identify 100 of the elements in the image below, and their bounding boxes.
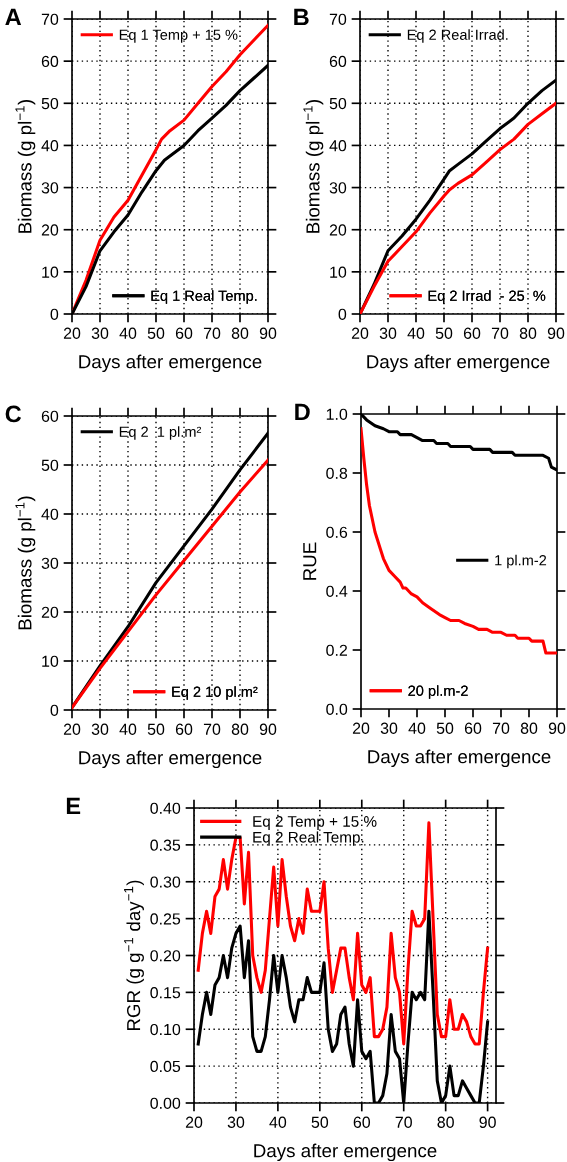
x-tick-label: 20 bbox=[185, 1116, 203, 1128]
y-tick-label: 30 bbox=[329, 182, 347, 194]
chart-title: E bbox=[66, 797, 81, 815]
y-tick-label: 20 bbox=[41, 606, 59, 618]
x-tick-label: 40 bbox=[119, 327, 137, 339]
y-tick-label: 60 bbox=[329, 55, 347, 68]
y-tick-label: 60 bbox=[41, 55, 59, 68]
x-tick-label: 30 bbox=[91, 327, 109, 339]
x-tick-label: 40 bbox=[408, 722, 426, 734]
chart-title: B bbox=[294, 8, 309, 26]
y-tick-label: 60 bbox=[41, 410, 59, 422]
y-axis-title: Biomass (g pl$^{−1}$) bbox=[15, 496, 36, 630]
x-tick-label: 20 bbox=[63, 327, 81, 339]
x-tick-label: 60 bbox=[463, 327, 481, 339]
x-tick-label: 70 bbox=[203, 723, 221, 735]
y-tick-label: 0.6 bbox=[326, 526, 348, 538]
x-tick-label: 80 bbox=[231, 723, 249, 735]
x-tick-label: 40 bbox=[269, 1116, 287, 1128]
y-tick-label: 0.15 bbox=[150, 987, 181, 999]
x-tick-label: 70 bbox=[492, 722, 510, 734]
x-axis-title: Days after emergence bbox=[368, 749, 551, 768]
x-tick-label: 90 bbox=[548, 722, 566, 734]
x-axis-title: Days after emergence bbox=[79, 750, 262, 769]
x-tick-label: 20 bbox=[63, 723, 81, 735]
y-tick-label: 40 bbox=[41, 140, 59, 152]
x-tick-label: 70 bbox=[395, 1116, 412, 1128]
y-tick-label: 20 bbox=[41, 224, 59, 236]
legend-label: Eq 2 Temp + 15 % bbox=[253, 816, 377, 830]
y-axis-title: RGR (g g$^{−1}$ day$^{−1}$) bbox=[124, 880, 144, 1031]
legend-label: Eq 1 Real Temp. bbox=[151, 290, 257, 304]
y-tick-label: 0.05 bbox=[150, 1060, 181, 1073]
y-tick-label: 40 bbox=[329, 140, 347, 152]
legend-label: Eq 2 Real Irrad. bbox=[407, 29, 508, 43]
x-tick-label: 30 bbox=[380, 722, 398, 734]
y-tick-label: 10 bbox=[42, 655, 59, 667]
y-tick-label: 0.35 bbox=[150, 839, 181, 851]
y-axis-title: RUE bbox=[303, 542, 317, 580]
x-tick-label: 60 bbox=[175, 327, 193, 339]
y-tick-label: 0 bbox=[50, 704, 59, 716]
x-tick-label: 80 bbox=[520, 722, 538, 734]
legend-label: 1 pl.m-2 bbox=[495, 554, 547, 569]
x-tick-label: 60 bbox=[175, 723, 193, 735]
x-tick-label: 30 bbox=[91, 723, 109, 735]
x-tick-label: 90 bbox=[259, 327, 277, 339]
y-tick-label: 0.30 bbox=[150, 876, 181, 888]
legend-label: Eq 1 Temp + 15 % bbox=[119, 29, 238, 43]
chart-title: D bbox=[295, 403, 310, 421]
y-tick-label: 0.25 bbox=[150, 913, 181, 925]
x-axis-title: Days after emergence bbox=[254, 1143, 437, 1162]
legend-label: Eq 2 10 pl.m² bbox=[172, 686, 258, 700]
y-tick-label: 0.0 bbox=[326, 703, 348, 715]
x-tick-label: 80 bbox=[437, 1116, 454, 1128]
x-tick-label: 40 bbox=[407, 327, 425, 339]
x-tick-label: 70 bbox=[203, 327, 221, 339]
x-tick-label: 40 bbox=[119, 723, 137, 735]
x-tick-label: 20 bbox=[351, 327, 369, 339]
y-tick-label: 0.2 bbox=[326, 644, 348, 656]
x-tick-label: 90 bbox=[547, 327, 565, 339]
legend-label: 20 pl.m-2 bbox=[408, 685, 468, 699]
x-tick-label: 30 bbox=[227, 1116, 245, 1128]
x-tick-label: 80 bbox=[231, 327, 249, 339]
legend-label: Eq 2 Real Temp. bbox=[253, 831, 364, 846]
chart-title: C bbox=[5, 405, 22, 423]
y-axis-title: Biomass (g pl$^{−1}$) bbox=[15, 99, 36, 233]
x-tick-label: 50 bbox=[436, 722, 454, 734]
y-tick-label: 50 bbox=[41, 459, 59, 471]
legend-label: Eq 2 1 pl.m² bbox=[119, 426, 202, 440]
chart-title: A bbox=[5, 8, 22, 26]
x-tick-label: 90 bbox=[479, 1116, 496, 1128]
y-tick-label: 1.0 bbox=[326, 408, 348, 420]
y-tick-label: 50 bbox=[329, 97, 347, 110]
legend-label: Eq 2 Irrad - 25 % bbox=[428, 290, 546, 304]
y-tick-label: 0.8 bbox=[326, 467, 348, 479]
x-axis-title: Days after emergence bbox=[367, 354, 550, 373]
y-tick-label: 50 bbox=[41, 97, 59, 110]
y-tick-label: 40 bbox=[41, 508, 59, 520]
y-tick-label: 70 bbox=[329, 13, 347, 25]
y-tick-label: 20 bbox=[329, 224, 347, 236]
y-tick-label: 0.4 bbox=[326, 585, 348, 597]
line-series bbox=[361, 427, 557, 655]
x-tick-label: 30 bbox=[379, 327, 397, 339]
x-tick-label: 90 bbox=[259, 723, 277, 735]
y-tick-label: 0 bbox=[338, 308, 347, 320]
x-tick-label: 80 bbox=[519, 327, 537, 339]
y-tick-label: 10 bbox=[330, 266, 347, 278]
y-tick-label: 0.00 bbox=[150, 1097, 181, 1109]
x-tick-label: 60 bbox=[353, 1116, 371, 1128]
x-tick-label: 70 bbox=[491, 327, 509, 339]
x-tick-label: 50 bbox=[311, 1116, 329, 1128]
y-tick-label: 0 bbox=[50, 308, 59, 320]
x-tick-label: 60 bbox=[464, 722, 482, 734]
y-tick-label: 30 bbox=[41, 557, 59, 569]
x-tick-label: 50 bbox=[435, 327, 453, 339]
y-tick-label: 0.10 bbox=[150, 1023, 181, 1036]
y-tick-label: 0.20 bbox=[150, 950, 181, 962]
y-axis-title: Biomass (g pl$^{−1}$) bbox=[303, 99, 324, 233]
y-tick-label: 30 bbox=[41, 182, 59, 194]
x-axis-title: Days after emergence bbox=[79, 354, 262, 373]
y-tick-label: 70 bbox=[41, 13, 59, 25]
y-tick-label: 10 bbox=[42, 266, 59, 278]
